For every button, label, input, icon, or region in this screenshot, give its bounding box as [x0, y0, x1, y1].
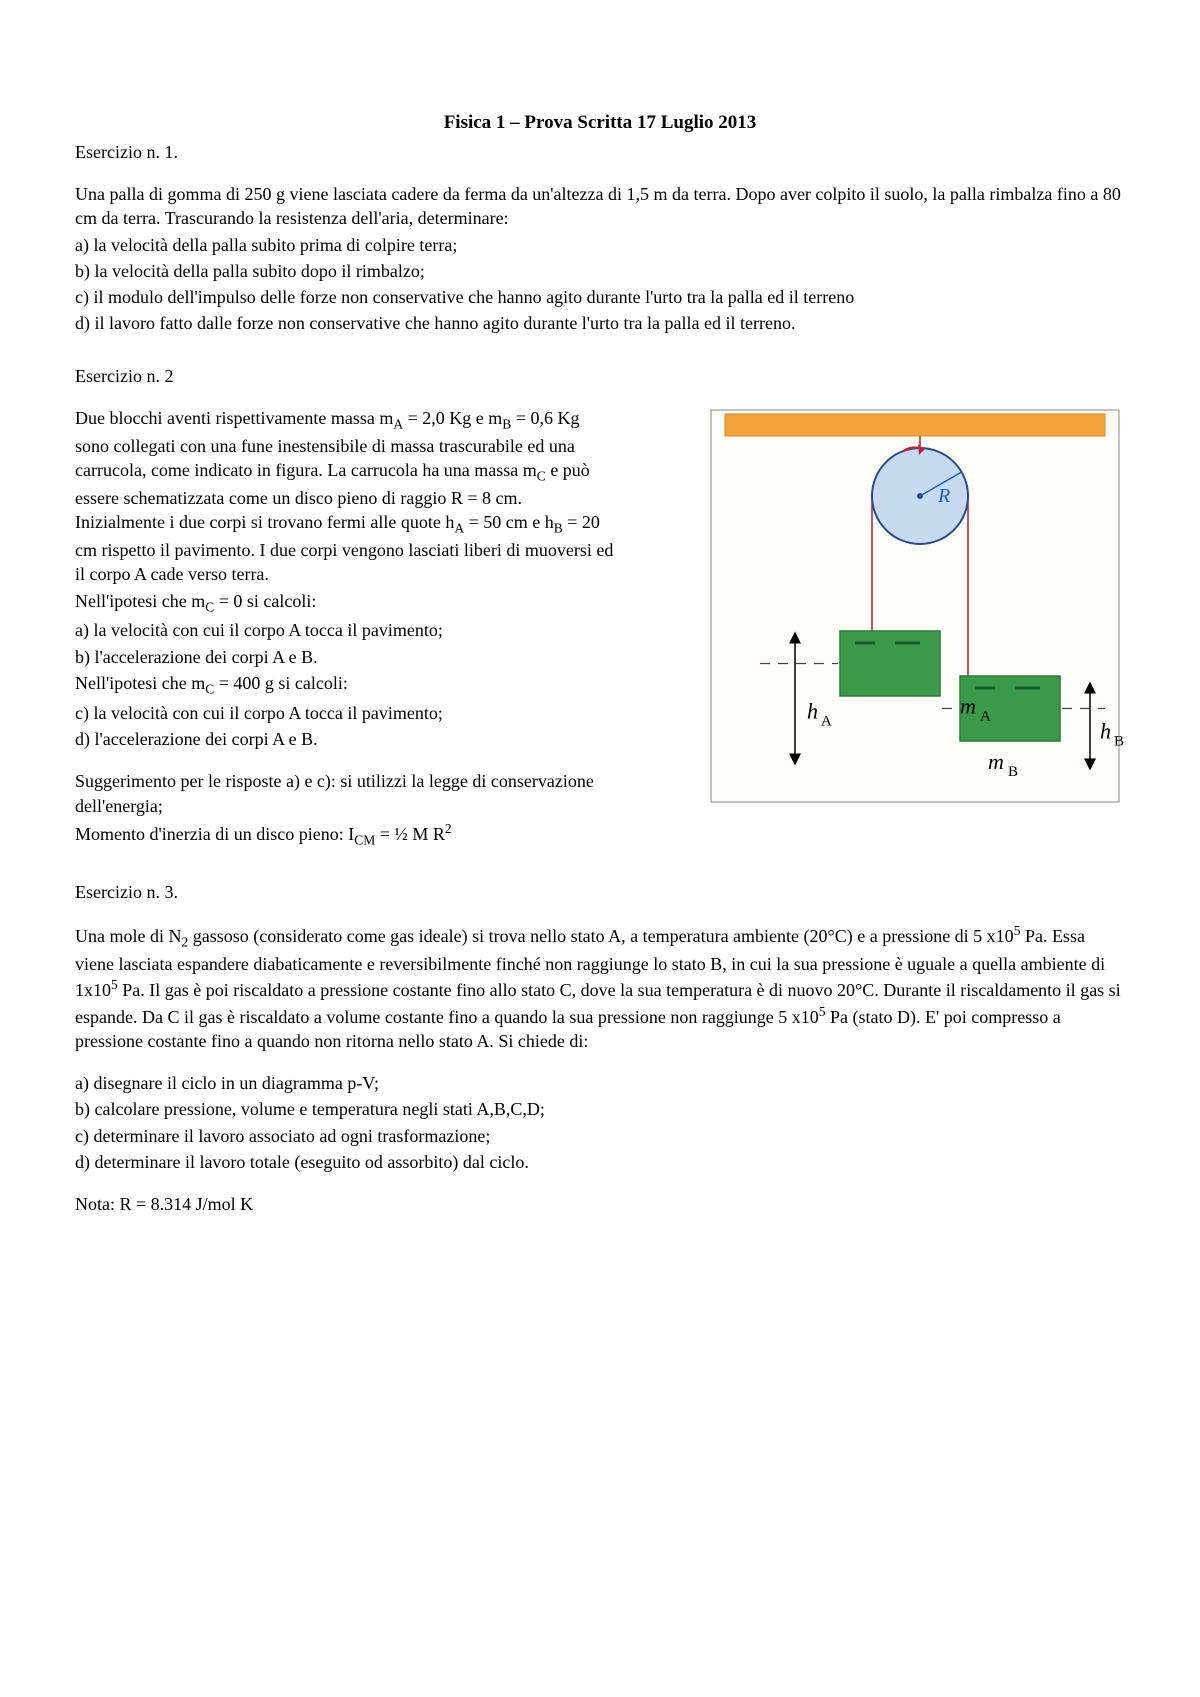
ex2-hint: Suggerimento per le risposte a) e c): si…: [75, 769, 615, 818]
ex2-a: a) la velocità con cui il corpo A tocca …: [75, 618, 615, 642]
ex2-b: b) l'accelerazione dei corpi A e B.: [75, 645, 615, 669]
ex3-note: Nota: R = 8.314 J/mol K: [75, 1192, 1125, 1216]
ex2-hyp1: Nell'ipotesi che mC = 0 si calcoli:: [75, 589, 615, 617]
ex3-intro: Una mole di N2 gassoso (considerato come…: [75, 922, 1125, 1053]
ex1-d: d) il lavoro fatto dalle forze non conse…: [75, 311, 1125, 335]
svg-text:A: A: [821, 714, 832, 730]
ex2-figure: RhAmAmBhB: [705, 406, 1125, 812]
svg-text:B: B: [1008, 764, 1018, 780]
ex2-text-column: Due blocchi aventi rispettivamente massa…: [75, 406, 615, 852]
ex3-b: b) calcolare pressione, volume e tempera…: [75, 1097, 1125, 1121]
exercise-1: Esercizio n. 1. Una palla di gomma di 25…: [75, 140, 1125, 336]
exercise-2: Esercizio n. 2 Due blocchi aventi rispet…: [75, 364, 1125, 852]
ex1-label: Esercizio n. 1.: [75, 140, 1125, 164]
ex2-d: d) l'accelerazione dei corpi A e B.: [75, 727, 615, 751]
ex3-c: c) determinare il lavoro associato ad og…: [75, 1124, 1125, 1148]
ex3-label: Esercizio n. 3.: [75, 880, 1125, 904]
exercise-3: Esercizio n. 3. Una mole di N2 gassoso (…: [75, 880, 1125, 1217]
svg-text:h: h: [1100, 719, 1111, 744]
ex1-b: b) la velocità della palla subito dopo i…: [75, 259, 1125, 283]
page: Fisica 1 – Prova Scritta 17 Luglio 2013 …: [0, 0, 1200, 1697]
svg-text:R: R: [937, 485, 950, 507]
ex1-a: a) la velocità della palla subito prima …: [75, 233, 1125, 257]
ex1-c: c) il modulo dell'impulso delle forze no…: [75, 285, 1125, 309]
svg-text:B: B: [1114, 734, 1124, 750]
ex1-intro: Una palla di gomma di 250 g viene lascia…: [75, 182, 1125, 231]
pulley-diagram: RhAmAmBhB: [705, 406, 1125, 806]
svg-text:m: m: [960, 694, 976, 719]
svg-text:m: m: [988, 749, 1004, 774]
ex2-intro: Due blocchi aventi rispettivamente massa…: [75, 406, 615, 587]
svg-text:h: h: [807, 699, 818, 724]
ex2-hyp2: Nell'ipotesi che mC = 400 g si calcoli:: [75, 671, 615, 699]
ex3-d: d) determinare il lavoro totale (eseguit…: [75, 1150, 1125, 1174]
ex2-c: c) la velocità con cui il corpo A tocca …: [75, 701, 615, 725]
document-title: Fisica 1 – Prova Scritta 17 Luglio 2013: [75, 110, 1125, 136]
svg-text:A: A: [980, 709, 991, 725]
ex2-inertia: Momento d'inerzia di un disco pieno: ICM…: [75, 820, 615, 850]
ex3-a: a) disegnare il ciclo in un diagramma p-…: [75, 1071, 1125, 1095]
ex2-label: Esercizio n. 2: [75, 364, 1125, 388]
